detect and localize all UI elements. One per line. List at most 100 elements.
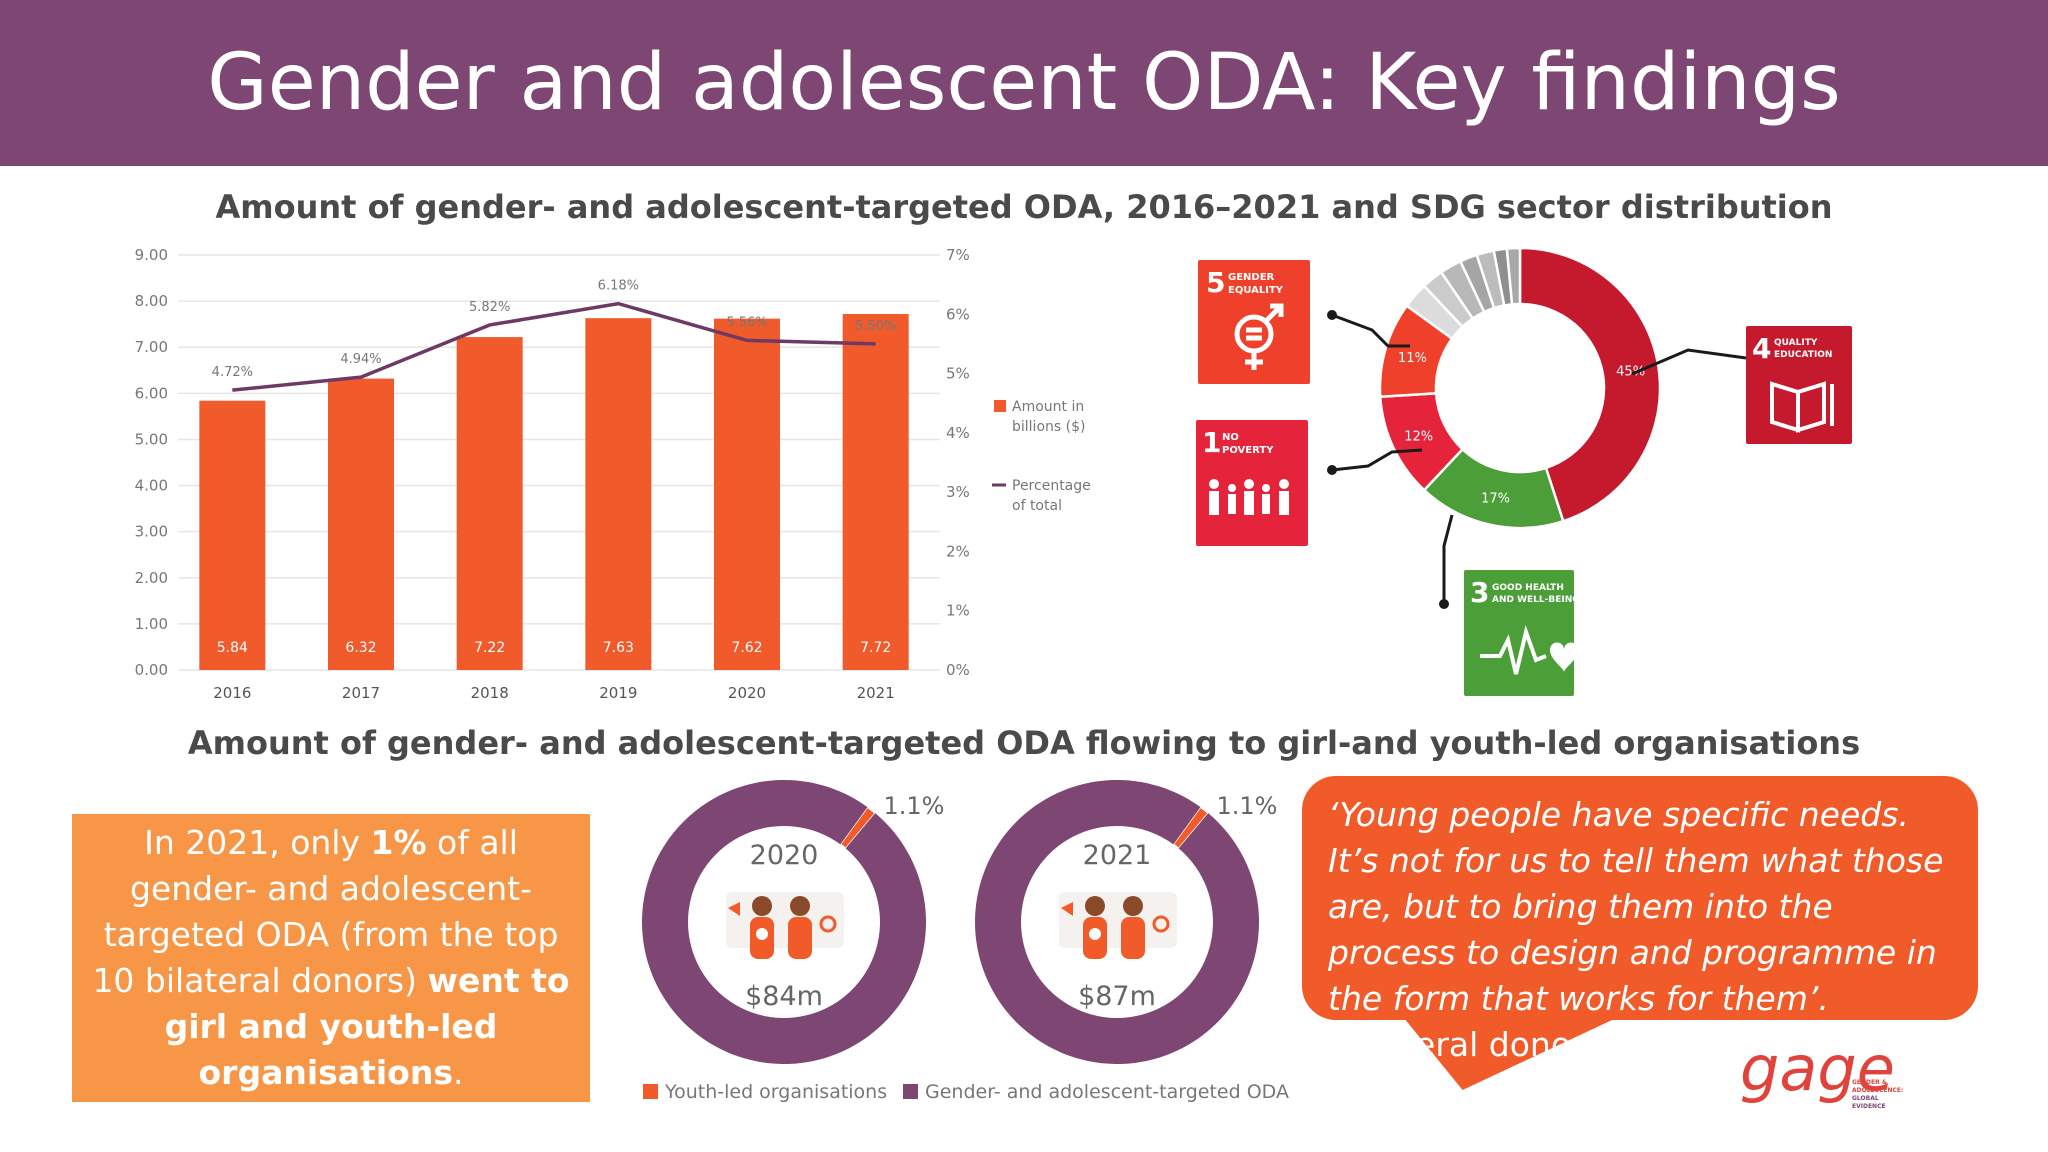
y-tick-label: 0.00 <box>135 661 168 679</box>
legend-label-percentage: Percentage <box>1012 478 1091 494</box>
donut-center-value: $84m <box>745 981 823 1012</box>
bar-value-label: 5.84 <box>217 640 248 656</box>
donut-year-title: 2021 <box>1083 840 1152 871</box>
svg-text:GOOD HEALTH: GOOD HEALTH <box>1492 583 1564 593</box>
key-finding-text: In 2021, only 1% of all gender- and adol… <box>90 820 572 1096</box>
svg-text:GENDER: GENDER <box>1228 272 1275 283</box>
svg-text:4: 4 <box>1752 332 1771 365</box>
quote-source: (Bilateral donor, KII) <box>1328 1025 1660 1064</box>
donut-slice <box>974 779 1259 1064</box>
callout-text-1: In 2021, only <box>144 823 371 862</box>
y2-tick-label: 7% <box>946 246 970 264</box>
callout-text-2: of all gender- and adolescent-targeted O… <box>92 823 559 1000</box>
key-finding-callout: In 2021, only 1% of all gender- and adol… <box>72 814 590 1102</box>
bar <box>714 318 780 670</box>
donut-slice-label: 1.1% <box>884 792 945 820</box>
quote-bubble: ‘Young people have specific needs. It’s … <box>1302 776 1978 1064</box>
y-tick-label: 4.00 <box>135 477 168 495</box>
oda-combo-chart: 0.00 1.00 2.00 3.00 4.00 5.00 6.00 7.00 8.00 9.00… <box>135 246 1091 702</box>
donut-slice <box>1505 246 1522 306</box>
y-tick-label: 5.00 <box>135 430 168 448</box>
header-banner: Gender and adolescent ODA: Key findings <box>0 0 2048 166</box>
donut-legend-swatch <box>643 1084 658 1099</box>
page-title: Gender and adolescent ODA: Key findings <box>207 38 1841 128</box>
svg-text:NO: NO <box>1222 432 1239 443</box>
youth-illustration-icon <box>1059 892 1177 959</box>
donut-legend-swatch <box>903 1084 918 1099</box>
donut-slice <box>641 779 926 1064</box>
logo-tagline-4: EVIDENCE <box>1852 1103 1886 1110</box>
sdg-tile-quality-education: 4 QUALITY EDUCATION <box>1746 326 1852 444</box>
bar <box>585 318 652 670</box>
svg-text:AND WELL-BEING: AND WELL-BEING <box>1492 595 1580 605</box>
x-tick-label: 2018 <box>471 684 509 702</box>
logo-wordmark: gage <box>1740 1032 1895 1105</box>
donut-legend-label: Youth-led organisations <box>664 1081 887 1103</box>
bar <box>842 314 909 670</box>
legend-swatch-amount <box>994 400 1006 412</box>
y2-tick-label: 1% <box>946 602 970 620</box>
donut-year-title: 2020 <box>750 840 819 871</box>
callout-text-3: . <box>452 1053 464 1092</box>
line-point-label: 5.56% <box>726 315 767 330</box>
line-point-label: 4.94% <box>340 352 381 367</box>
svg-text:QUALITY: QUALITY <box>1774 338 1818 348</box>
donut-slice <box>1518 246 1662 523</box>
x-tick-label: 2020 <box>728 684 766 702</box>
y2-tick-label: 5% <box>946 365 970 383</box>
gage-logo: gage GENDER & ADOLESCENCE: GLOBAL EVIDEN… <box>1740 1032 1903 1110</box>
donut-slice-label: 1.1% <box>1217 792 1278 820</box>
y-tick-label: 8.00 <box>135 292 168 310</box>
bar-value-label: 7.63 <box>603 640 634 656</box>
bar <box>456 337 523 670</box>
svg-text:3: 3 <box>1470 576 1489 609</box>
sdg-tile-no-poverty: 1 NO POVERTY <box>1196 420 1308 546</box>
logo-tagline-3: GLOBAL <box>1852 1095 1879 1102</box>
bar-value-label: 7.22 <box>474 640 505 656</box>
x-tick-label: 2016 <box>213 684 251 702</box>
y-tick-label: 9.00 <box>135 246 168 264</box>
y2-tick-label: 2% <box>946 542 970 560</box>
svg-text:EQUALITY: EQUALITY <box>1228 285 1284 296</box>
y-tick-label: 1.00 <box>135 615 168 633</box>
line-point-label: 5.50% <box>855 319 896 334</box>
donut-slice-label: 45% <box>1616 364 1645 379</box>
y-tick-label: 6.00 <box>135 384 168 402</box>
callout-highlight-1: 1% <box>370 823 427 862</box>
legend-label-amount: Amount in <box>1012 399 1084 415</box>
heartbeat-icon <box>1480 624 1578 675</box>
book-icon <box>1770 381 1834 433</box>
callout-highlight-2: went to girl and youth-led organisations <box>164 961 570 1092</box>
bar-value-label: 6.32 <box>345 640 376 656</box>
y-tick-label: 2.00 <box>135 569 168 587</box>
y2-tick-label: 6% <box>946 305 970 323</box>
bar-value-label: 7.72 <box>860 640 891 656</box>
y-tick-label: 3.00 <box>135 523 168 541</box>
svg-text:POVERTY: POVERTY <box>1222 445 1274 456</box>
y2-tick-label: 3% <box>946 483 970 501</box>
svg-text:EDUCATION: EDUCATION <box>1774 350 1832 360</box>
donut-slice-label: 17% <box>1481 491 1510 506</box>
logo-tagline-1: GENDER & <box>1852 1079 1887 1086</box>
percentage-line <box>232 301 876 392</box>
gender-equality-icon <box>1234 303 1284 370</box>
bar-value-label: 7.62 <box>731 640 762 656</box>
svg-text:1: 1 <box>1202 426 1221 459</box>
legend-label-amount-2: billions ($) <box>1012 419 1085 435</box>
youth-illustration-icon <box>726 892 844 959</box>
sdg-tile-gender-equality: 5 GENDER EQUALITY <box>1198 260 1310 384</box>
y-tick-label: 7.00 <box>135 338 168 356</box>
y2-tick-label: 4% <box>946 424 970 442</box>
bar <box>199 400 266 670</box>
donut-slice <box>839 806 877 850</box>
donut-legend-label: Gender- and adolescent-targeted ODA <box>925 1081 1289 1103</box>
line-point-label: 5.82% <box>469 300 510 315</box>
y2-tick-label: 0% <box>946 661 970 679</box>
youth-led-donuts: 1.1% 2020 $84m 1.1% 2021 $87m Youth-led orga… <box>641 779 1289 1103</box>
logo-tagline-2: ADOLESCENCE: <box>1852 1087 1903 1094</box>
sdg-tile-good-health: 3 GOOD HEALTH AND WELL-BEING <box>1464 570 1580 696</box>
section-title-youth-led: Amount of gender- and adolescent-targete… <box>187 724 1861 762</box>
donut-slice-label: 12% <box>1404 430 1433 445</box>
x-tick-label: 2021 <box>857 684 895 702</box>
donut-center-value: $87m <box>1078 981 1156 1012</box>
